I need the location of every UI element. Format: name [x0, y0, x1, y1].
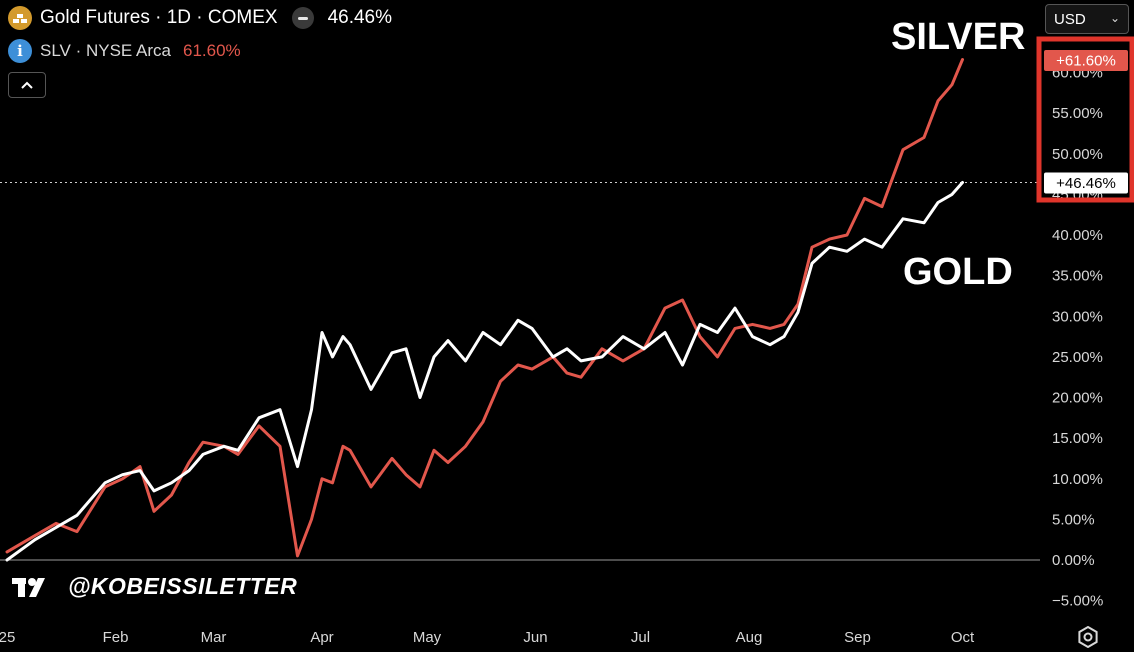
gold-futures-icon	[8, 6, 32, 30]
x-tick-label: Apr	[310, 629, 333, 646]
x-tick-label: Mar	[201, 629, 227, 646]
silver-price-tag-text: +61.60%	[1056, 53, 1116, 70]
x-tick-label: Feb	[103, 629, 129, 646]
gold-series-line[interactable]	[5, 181, 964, 562]
gold-annotation: GOLD	[903, 251, 1013, 293]
gold-price-tag-text: +46.46%	[1056, 175, 1116, 192]
silver-price-tag	[1044, 50, 1128, 71]
chevron-down-icon: ⌄	[1109, 11, 1120, 25]
y-tick-label: 0.00%	[1052, 552, 1095, 569]
silver-legend-title: SLV · NYSE Arca	[40, 41, 172, 60]
tradingview-logo-icon	[12, 577, 45, 597]
hide-series-button[interactable]	[291, 7, 314, 29]
watermark: @KOBEISSILETTER	[12, 573, 297, 600]
x-tick-label: May	[413, 629, 442, 646]
watermark-handle: @KOBEISSILETTER	[68, 573, 298, 599]
gold-price-tag	[1044, 172, 1128, 194]
silver-annotation: SILVER	[891, 16, 1025, 58]
y-tick-label: 55.00%	[1052, 105, 1103, 122]
chevron-up-icon	[21, 81, 33, 89]
y-tick-label: 5.00%	[1052, 511, 1095, 528]
settings-gear-icon[interactable]	[1077, 626, 1099, 648]
info-icon[interactable]: i	[8, 39, 32, 63]
x-tick-label: Oct	[951, 629, 975, 646]
silver-series-line[interactable]	[5, 58, 964, 558]
silver-legend-value: 61.60%	[183, 41, 241, 60]
currency-value: USD	[1054, 10, 1086, 28]
x-tick-label: Jul	[631, 629, 650, 646]
x-tick-label: 25	[0, 629, 15, 646]
y-tick-label: 40.00%	[1052, 227, 1103, 244]
gold-legend-value: 46.46%	[327, 7, 393, 28]
gold-legend[interactable]: Gold Futures · 1D · COMEX 46.46%	[8, 6, 392, 30]
x-tick-label: Jun	[523, 629, 547, 646]
x-tick-label: Aug	[736, 629, 763, 646]
y-tick-label: 35.00%	[1052, 268, 1103, 285]
y-tick-label: 25.00%	[1052, 349, 1103, 366]
highlight-box	[1036, 36, 1134, 203]
collapse-legend-button[interactable]	[8, 72, 46, 98]
y-tick-label: 20.00%	[1052, 390, 1103, 407]
silver-legend[interactable]: i SLV · NYSE Arca 61.60%	[8, 39, 241, 63]
y-tick-label: 50.00%	[1052, 146, 1103, 163]
y-tick-label: 10.00%	[1052, 471, 1103, 488]
y-tick-label: 15.00%	[1052, 430, 1103, 447]
y-tick-label: −5.00%	[1052, 593, 1103, 610]
y-tick-label: 30.00%	[1052, 308, 1103, 325]
currency-select[interactable]: USD ⌄	[1045, 4, 1129, 34]
gold-legend-title: Gold Futures · 1D · COMEX	[40, 7, 278, 28]
x-tick-label: Sep	[844, 629, 871, 646]
